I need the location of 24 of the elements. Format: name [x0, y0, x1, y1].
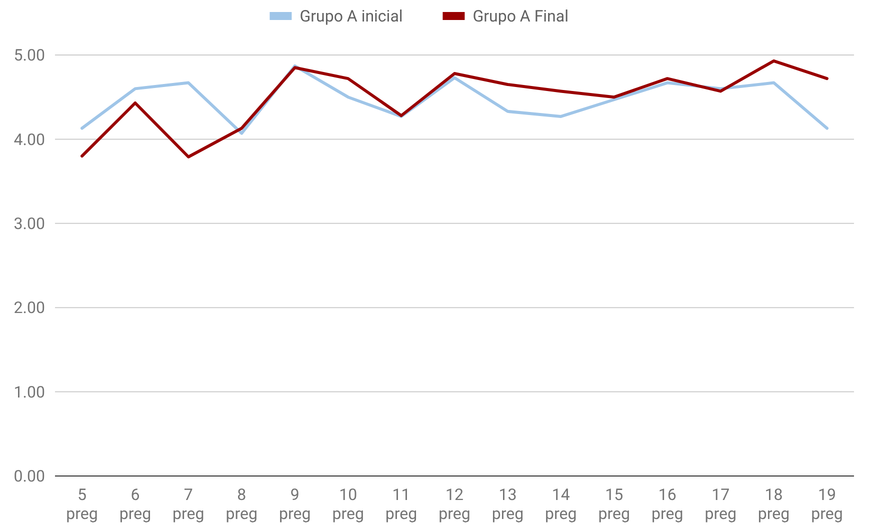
- x-tick-label: 14 preg: [545, 485, 577, 523]
- x-tick-label: 10 preg: [332, 485, 364, 523]
- y-tick-label: 1.00: [14, 382, 45, 402]
- x-tick-label: 7 preg: [172, 485, 204, 523]
- y-tick-label: 2.00: [14, 298, 45, 318]
- y-tick-label: 3.00: [14, 214, 45, 233]
- x-tick-label: 19 preg: [811, 485, 843, 523]
- x-tick-label: 15 preg: [598, 485, 630, 523]
- y-tick-label: 0.00: [14, 466, 45, 486]
- x-tick-label: 5 preg: [66, 485, 98, 523]
- x-tick-label: 9 preg: [278, 485, 311, 523]
- x-tick-label: 8 preg: [226, 485, 258, 523]
- x-tick-label: 13 preg: [492, 485, 524, 523]
- x-tick-label: 18 preg: [758, 485, 790, 523]
- x-tick-label: 17 preg: [704, 485, 736, 523]
- x-tick-label: 16 preg: [651, 485, 684, 523]
- x-tick-label: 12 preg: [438, 485, 470, 523]
- x-tick-label: 6 preg: [119, 485, 152, 523]
- line-series: [80, 59, 828, 158]
- y-tick-label: 5.00: [14, 46, 45, 65]
- legend-label: Grupo A Final: [472, 6, 568, 26]
- y-tick-label: 4.00: [14, 130, 45, 149]
- legend-label: Grupo A inicial: [300, 6, 403, 26]
- x-tick-label: 11 preg: [385, 485, 418, 523]
